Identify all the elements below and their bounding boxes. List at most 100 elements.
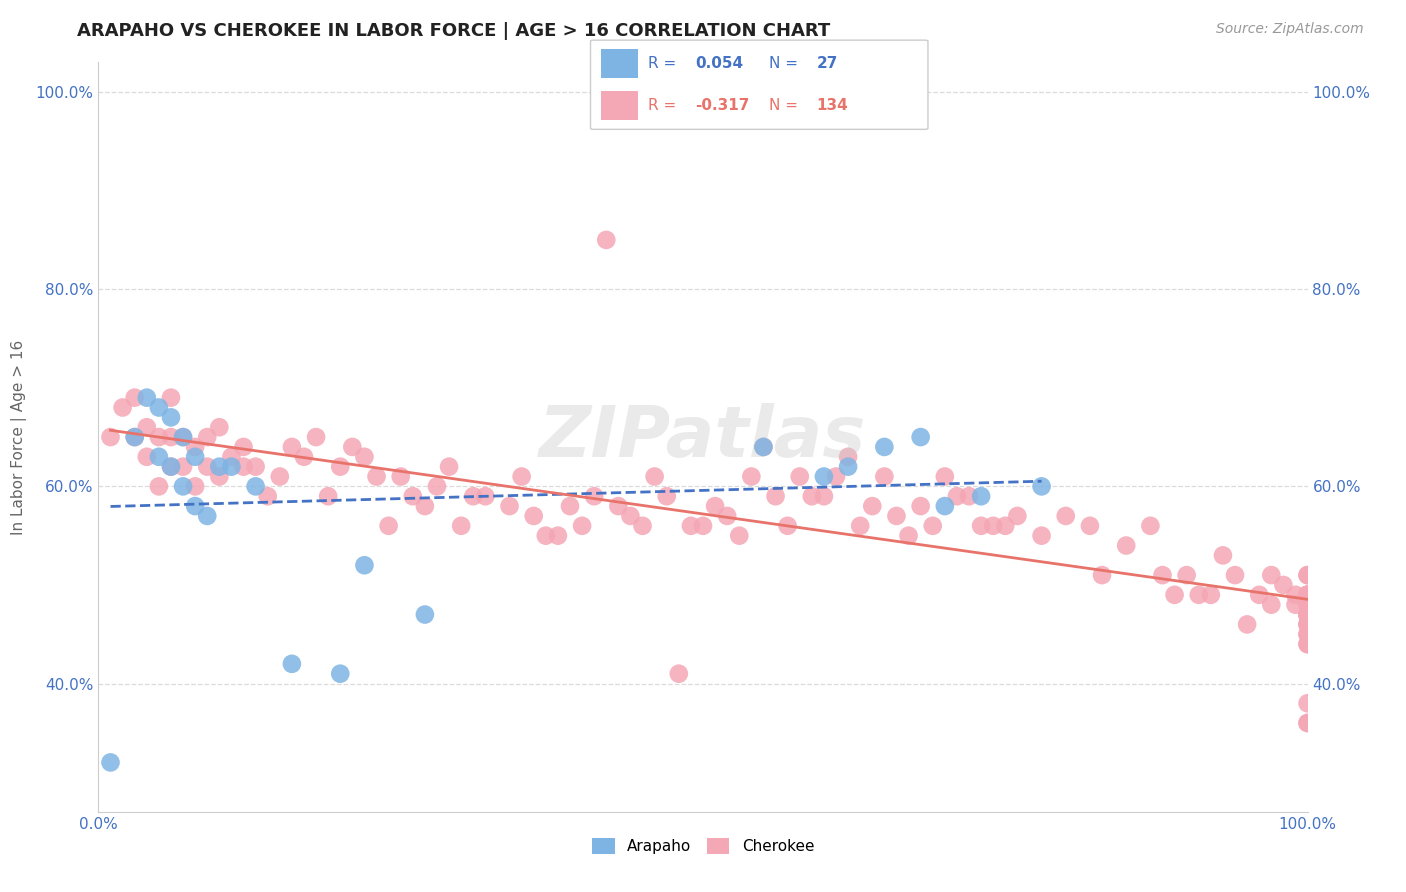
Point	[668, 666, 690, 681]
Point	[135, 420, 157, 434]
Point	[208, 420, 231, 434]
Point	[752, 440, 775, 454]
Point	[135, 450, 157, 464]
Point	[970, 489, 993, 503]
Point	[160, 459, 183, 474]
Point	[789, 469, 811, 483]
Point	[160, 459, 183, 474]
Point	[148, 401, 170, 415]
Point	[1236, 617, 1258, 632]
Point	[873, 440, 896, 454]
Point	[571, 518, 593, 533]
Point	[232, 440, 254, 454]
Point	[1296, 607, 1319, 622]
Point	[1007, 508, 1029, 523]
Point	[510, 469, 533, 483]
Point	[135, 391, 157, 405]
Point	[1296, 598, 1319, 612]
Point	[305, 430, 328, 444]
Text: 0.054: 0.054	[695, 56, 744, 71]
Text: R =: R =	[648, 56, 681, 71]
Point	[849, 518, 872, 533]
Point	[1296, 598, 1319, 612]
Point	[1031, 529, 1053, 543]
Point	[1284, 588, 1306, 602]
Point	[1260, 598, 1282, 612]
Point	[208, 469, 231, 483]
Point	[100, 430, 122, 444]
Point	[825, 469, 848, 483]
Point	[389, 469, 412, 483]
Point	[281, 440, 304, 454]
Point	[208, 459, 231, 474]
Point	[1296, 607, 1319, 622]
Point	[245, 479, 267, 493]
Point	[353, 450, 375, 464]
Point	[1054, 508, 1077, 523]
Point	[1284, 598, 1306, 612]
Bar	[600, 91, 638, 120]
Point	[172, 459, 194, 474]
Point	[1199, 588, 1222, 602]
Point	[1296, 637, 1319, 651]
Point	[148, 430, 170, 444]
Point	[631, 518, 654, 533]
Point	[450, 518, 472, 533]
Point	[994, 518, 1017, 533]
Point	[316, 489, 339, 503]
Point	[946, 489, 969, 503]
Point	[232, 459, 254, 474]
Point	[1296, 716, 1319, 731]
Text: 134: 134	[817, 98, 848, 113]
Point	[860, 499, 883, 513]
Point	[160, 410, 183, 425]
Point	[1296, 627, 1319, 641]
Point	[1031, 479, 1053, 493]
Point	[934, 469, 956, 483]
Point	[377, 518, 399, 533]
Point	[813, 489, 835, 503]
Point	[1272, 578, 1295, 592]
Point	[474, 489, 496, 503]
Point	[644, 469, 666, 483]
Point	[957, 489, 980, 503]
Point	[1139, 518, 1161, 533]
Text: N =: N =	[769, 56, 803, 71]
Point	[195, 430, 218, 444]
Point	[1188, 588, 1211, 602]
Point	[910, 430, 932, 444]
Point	[172, 430, 194, 444]
Point	[1296, 588, 1319, 602]
Point	[221, 450, 243, 464]
Point	[583, 489, 606, 503]
Point	[740, 469, 762, 483]
Point	[498, 499, 520, 513]
Point	[1175, 568, 1198, 582]
Point	[1296, 588, 1319, 602]
Text: R =: R =	[648, 98, 681, 113]
Point	[1296, 716, 1319, 731]
Point	[1296, 637, 1319, 651]
Point	[1296, 627, 1319, 641]
Bar	[600, 49, 638, 78]
Point	[329, 666, 352, 681]
Point	[873, 469, 896, 483]
Point	[679, 518, 702, 533]
Point	[184, 450, 207, 464]
Point	[124, 430, 146, 444]
Point	[1296, 696, 1319, 710]
Point	[607, 499, 630, 513]
Point	[1249, 588, 1271, 602]
Point	[1296, 607, 1319, 622]
Point	[1296, 617, 1319, 632]
Point	[619, 508, 641, 523]
Point	[195, 508, 218, 523]
Point	[221, 459, 243, 474]
Text: N =: N =	[769, 98, 803, 113]
Point	[728, 529, 751, 543]
Text: ARAPAHO VS CHEROKEE IN LABOR FORCE | AGE > 16 CORRELATION CHART: ARAPAHO VS CHEROKEE IN LABOR FORCE | AGE…	[77, 22, 831, 40]
Point	[184, 479, 207, 493]
Point	[256, 489, 278, 503]
Point	[547, 529, 569, 543]
Point	[1296, 568, 1319, 582]
